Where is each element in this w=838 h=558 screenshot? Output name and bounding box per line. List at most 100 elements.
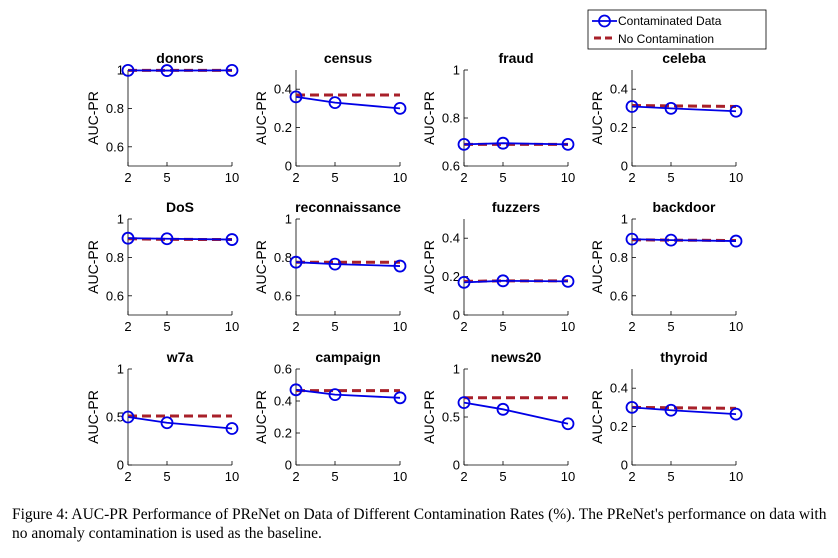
subplot-thyroid: 0 0.2 0.4 2 5 10 thyroid AUC-PR [589,349,743,484]
subplot-title: DoS [166,199,194,215]
x-tick-label: 2 [460,469,467,484]
y-tick-label: 0 [453,458,460,473]
subplot-title: fraud [499,50,534,66]
subplot-fraud: 0.6 0.8 1 2 5 10 fraud AUC-PR [421,50,575,185]
y-tick-label: 0.5 [106,410,124,425]
contaminated-point [664,403,678,417]
y-axis-label: AUC-PR [589,91,605,145]
x-tick-label: 5 [499,319,506,334]
y-tick-label: 0.2 [610,419,628,434]
y-tick-label: 0 [621,458,628,473]
subplot-title: donors [156,50,204,66]
y-tick-label: 0.8 [442,111,460,126]
x-tick-label: 2 [460,170,467,185]
contaminated-point [225,63,239,77]
contaminated-point [121,63,135,77]
subplot-fuzzers: 0 0.2 0.4 2 5 10 fuzzers AUC-PR [421,199,575,334]
contaminated-point [625,232,639,246]
y-axis-label: AUC-PR [421,390,437,444]
y-tick-label: 0 [285,458,292,473]
subplot-title: fuzzers [492,199,540,215]
legend-baseline-label: No Contamination [618,32,714,46]
contaminated-point [393,259,407,273]
y-axis-label: AUC-PR [589,240,605,294]
x-tick-label: 5 [163,170,170,185]
y-tick-label: 1 [285,212,292,227]
contaminated-point [664,102,678,115]
contaminated-point [289,90,303,104]
x-tick-label: 5 [667,469,674,484]
x-tick-label: 10 [225,319,239,334]
y-tick-label: 0.6 [274,288,292,303]
y-tick-label: 0.4 [274,82,292,97]
x-tick-label: 10 [561,170,575,185]
contaminated-series-line [631,238,737,242]
subplot-title: campaign [315,349,380,365]
contaminated-series-line [463,279,569,284]
y-tick-label: 0.2 [442,269,460,284]
y-tick-label: 0.4 [610,381,628,396]
contaminated-point [729,234,743,248]
y-axis-label: AUC-PR [253,91,269,145]
contaminated-series-line [295,261,401,267]
y-tick-label: 1 [453,63,460,78]
x-tick-label: 10 [729,170,743,185]
subplot-title: backdoor [652,199,716,215]
x-tick-label: 2 [628,469,635,484]
contaminated-point [664,233,678,247]
contaminated-point [561,417,575,431]
y-tick-label: 0.4 [610,82,628,97]
y-tick-label: 0.6 [274,362,292,377]
x-tick-label: 10 [393,469,407,484]
subplot-title: reconnaissance [295,199,401,215]
x-tick-label: 2 [460,319,467,334]
x-tick-label: 5 [499,469,506,484]
contaminated-point [729,104,743,118]
y-tick-label: 0.8 [610,250,628,265]
subplot-title: census [324,50,372,66]
x-tick-label: 5 [163,319,170,334]
x-tick-label: 2 [124,319,131,334]
x-tick-label: 5 [163,469,170,484]
contaminated-series-line [295,95,401,110]
contaminated-point [625,100,639,113]
contaminated-point [328,257,342,271]
contaminated-point [457,396,471,410]
legend-contaminated-label: Contaminated Data [618,14,722,28]
x-tick-label: 10 [393,319,407,334]
subplot-campaign: 0 0.2 0.4 0.6 2 5 10 campaign AUC-PR [253,349,407,484]
contaminated-point [160,232,174,246]
y-tick-label: 1 [117,212,124,227]
contaminated-point [496,136,510,150]
contaminated-point [289,255,303,269]
contaminated-point [496,274,510,288]
x-tick-label: 5 [331,170,338,185]
subplot-news20: 0 0.5 1 2 5 10 news20 AUC-PR [421,349,575,484]
x-tick-label: 10 [561,319,575,334]
x-tick-label: 5 [667,319,674,334]
baseline-series-line [631,104,737,108]
contaminated-point [328,96,342,110]
y-axis-label: AUC-PR [85,390,101,444]
contaminated-point [457,137,471,151]
y-tick-label: 0.2 [274,426,292,441]
y-tick-label: 1 [453,362,460,377]
contaminated-series-line [631,406,737,416]
contaminated-point [328,388,342,402]
y-tick-label: 0.6 [106,139,124,154]
contaminated-point [496,402,510,416]
contaminated-point [225,422,239,435]
y-tick-label: 0.4 [442,231,460,246]
subplot-celeba: 0 0.2 0.4 2 5 10 celeba AUC-PR [589,50,743,185]
x-tick-label: 2 [292,170,299,185]
subplot-w7a: 0 0.5 1 2 5 10 w7a AUC-PR [85,349,239,484]
contaminated-series-line [127,237,233,241]
y-tick-label: 0 [453,308,460,323]
x-tick-label: 10 [225,170,239,185]
y-tick-label: 0 [117,458,124,473]
contaminated-point [160,416,174,430]
y-axis-label: AUC-PR [85,91,101,145]
contaminated-point [393,102,407,115]
x-tick-label: 2 [628,170,635,185]
y-tick-label: 0 [621,159,628,174]
